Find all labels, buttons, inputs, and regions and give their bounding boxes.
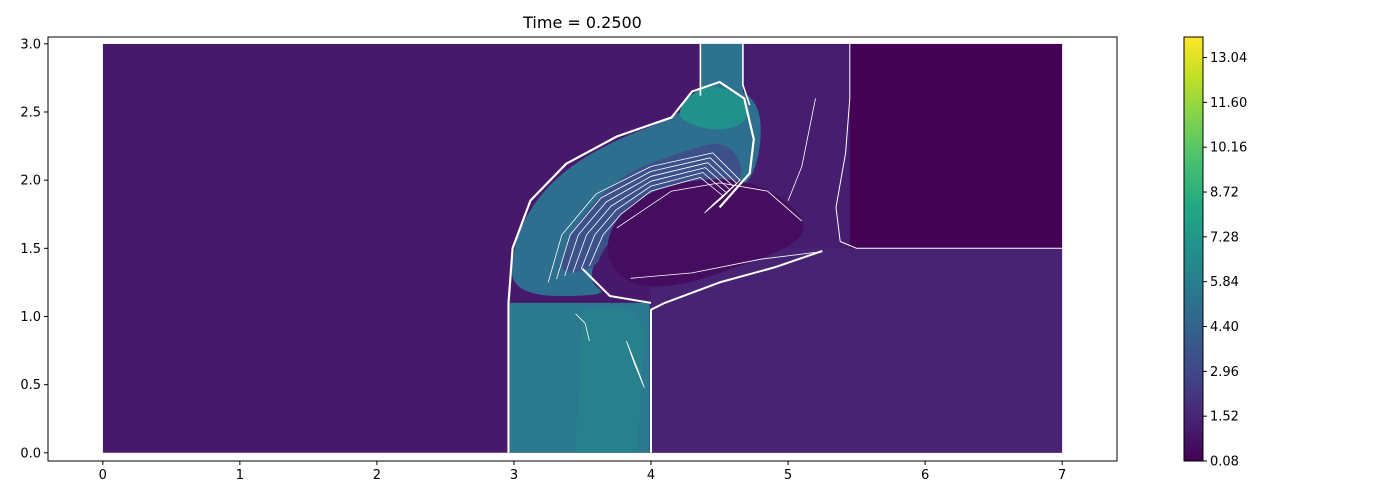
colorbar-tick-label: 11.60 bbox=[1210, 96, 1247, 111]
y-axis: 0.0 0.5 1.0 1.5 2.0 2.5 3.0 bbox=[20, 37, 48, 461]
colorbar-ticks: 0.08 1.52 2.96 4.40 5.84 7.28 8.72 10.16 11.60 13… bbox=[1203, 51, 1247, 470]
x-tick-label: 2 bbox=[373, 468, 381, 483]
y-tick-label: 3.0 bbox=[20, 37, 41, 52]
y-tick-label: 1.0 bbox=[20, 310, 41, 325]
colorbar-tick-label: 8.72 bbox=[1210, 186, 1239, 201]
contour-swirl-1 bbox=[556, 157, 738, 280]
x-tick-label: 4 bbox=[647, 468, 655, 483]
region-lower-right-block bbox=[651, 248, 1063, 453]
x-tick-label: 3 bbox=[510, 468, 518, 483]
colorbar-tick-label: 4.40 bbox=[1210, 320, 1239, 335]
x-axis: 0 1 2 3 4 5 6 7 bbox=[99, 461, 1066, 483]
contour-swirl-3 bbox=[572, 167, 731, 273]
contour-filament bbox=[626, 340, 645, 388]
colorbar-tick-label: 0.08 bbox=[1210, 455, 1239, 470]
vortex-core bbox=[607, 179, 804, 287]
x-tick-label: 0 bbox=[99, 468, 107, 483]
contour-swirl-5 bbox=[589, 177, 725, 267]
y-tick-label: 1.5 bbox=[20, 242, 41, 257]
contour-step bbox=[835, 43, 1063, 249]
colorbar bbox=[1183, 36, 1204, 462]
y-tick-label: 0.5 bbox=[20, 378, 41, 393]
colorbar-tick-label: 1.52 bbox=[1210, 410, 1239, 425]
contour-core bbox=[616, 182, 803, 229]
chart-title: Time = 0.2500 bbox=[522, 13, 642, 32]
x-tick-label: 1 bbox=[236, 468, 244, 483]
contour-shear bbox=[650, 250, 823, 453]
y-tick-label: 2.5 bbox=[20, 105, 41, 120]
x-tick-label: 6 bbox=[921, 468, 929, 483]
contour-swirl-2 bbox=[564, 162, 734, 277]
contour-reflect bbox=[787, 98, 816, 201]
colorbar-tick-label: 7.28 bbox=[1210, 230, 1239, 245]
contour-swirl-0 bbox=[547, 152, 741, 283]
x-tick-label: 7 bbox=[1058, 468, 1066, 483]
contour-filament-2 bbox=[575, 313, 590, 342]
contour-swirl-4 bbox=[580, 172, 728, 270]
contour-lines bbox=[507, 43, 1063, 453]
contour-topjet-right bbox=[742, 43, 751, 106]
axes-frame bbox=[47, 36, 1118, 462]
contour-shear-inner bbox=[630, 252, 816, 279]
x-tick-label: 5 bbox=[784, 468, 792, 483]
contour-outer bbox=[507, 80, 755, 453]
colorbar-tick-label: 10.16 bbox=[1210, 141, 1247, 156]
region-upper-right-block bbox=[849, 43, 1063, 249]
contour-shock bbox=[581, 268, 652, 304]
jet-lane bbox=[575, 309, 645, 453]
y-tick-label: 0.0 bbox=[20, 446, 41, 461]
colorbar-tick-label: 5.84 bbox=[1210, 275, 1239, 290]
colorbar-tick-label: 13.04 bbox=[1210, 51, 1247, 66]
colorbar-tick-label: 2.96 bbox=[1210, 365, 1239, 380]
y-tick-label: 2.0 bbox=[20, 174, 41, 189]
top-cap bbox=[679, 87, 747, 130]
